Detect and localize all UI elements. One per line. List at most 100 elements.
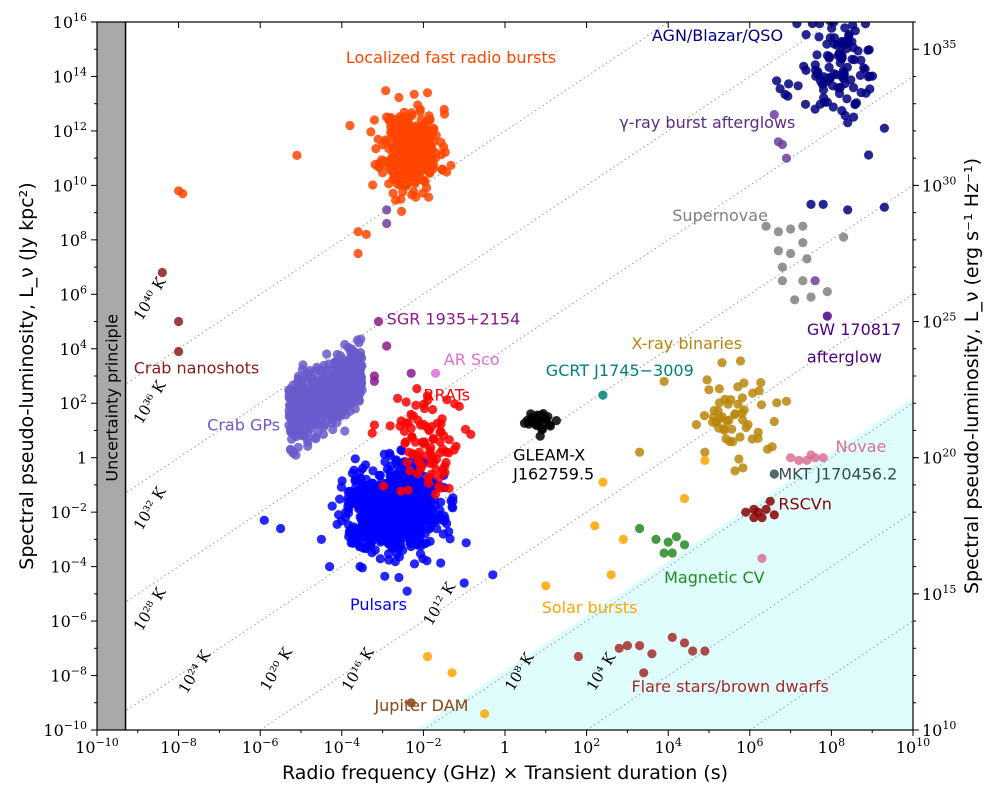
data-point: [735, 432, 745, 442]
data-point: [341, 512, 351, 522]
data-point: [388, 142, 399, 153]
data-point: [708, 412, 719, 422]
data-point: [814, 32, 824, 42]
data-point: [382, 218, 392, 229]
data-point: [317, 369, 327, 379]
data-point: [361, 229, 371, 239]
data-point: [798, 276, 808, 286]
annotation: X-ray binaries: [631, 334, 742, 353]
data-point: [356, 351, 366, 361]
series-flare: [573, 632, 710, 678]
data-point: [313, 404, 323, 414]
data-point: [327, 394, 337, 404]
data-point: [381, 86, 391, 96]
data-point: [421, 451, 431, 461]
data-point: [440, 467, 450, 477]
data-point: [310, 432, 320, 443]
data-point: [734, 454, 744, 464]
data-point: [801, 29, 811, 40]
annotation: RSCVn: [778, 494, 832, 513]
data-point: [413, 100, 423, 110]
series-mkt_pink: [757, 553, 767, 564]
data-point: [305, 424, 315, 434]
data-point: [784, 79, 794, 89]
data-point: [737, 393, 748, 403]
data-point: [407, 521, 417, 531]
data-point: [848, 83, 859, 93]
data-point: [284, 389, 294, 399]
data-point: [400, 500, 410, 510]
data-point: [396, 194, 406, 204]
annotation: Magnetic CV: [664, 568, 765, 587]
data-point: [380, 457, 390, 467]
data-point: [385, 448, 395, 458]
data-point: [798, 221, 808, 231]
data-point: [409, 559, 420, 569]
tick-label: 102: [60, 392, 87, 413]
data-point: [359, 515, 370, 525]
data-point: [419, 118, 430, 129]
tick-label: 1014: [53, 65, 87, 86]
data-point: [859, 63, 869, 73]
tick-label: 10−4: [50, 556, 87, 577]
data-point: [385, 527, 395, 537]
data-point: [289, 398, 300, 408]
data-point: [647, 649, 657, 659]
tick-label: 1015: [922, 583, 956, 604]
data-point: [367, 483, 377, 493]
data-point: [404, 134, 414, 144]
data-point: [435, 510, 445, 521]
data-point: [404, 148, 414, 159]
data-point: [426, 165, 436, 175]
data-point: [671, 532, 682, 542]
data-point: [761, 504, 771, 514]
data-point: [350, 454, 360, 464]
series-magnetic_cv: [635, 523, 690, 558]
data-point: [822, 50, 833, 61]
data-point: [598, 390, 608, 400]
data-point: [738, 463, 748, 473]
data-point: [719, 425, 730, 435]
tick-label: 1012: [53, 120, 87, 141]
data-point: [639, 668, 649, 678]
data-point: [394, 155, 404, 165]
data-point: [406, 423, 416, 433]
data-point: [352, 524, 362, 534]
data-point: [369, 115, 379, 125]
data-point: [335, 494, 345, 504]
data-point: [422, 183, 432, 193]
data-point: [410, 159, 420, 169]
data-point: [259, 515, 269, 525]
data-point: [820, 75, 831, 85]
data-point: [431, 465, 441, 475]
data-point: [316, 534, 326, 545]
data-point: [386, 160, 396, 170]
tick-label: 1020: [922, 447, 956, 468]
data-point: [761, 221, 771, 231]
data-point: [373, 316, 384, 327]
tick-label: 1010: [53, 174, 87, 195]
data-point: [590, 521, 600, 531]
data-point: [622, 641, 633, 651]
data-point: [810, 104, 820, 114]
data-point: [688, 646, 698, 656]
tick-label: 10−6: [242, 736, 279, 757]
data-point: [406, 409, 416, 420]
data-point: [355, 467, 365, 477]
data-point: [679, 493, 690, 504]
data-point: [444, 527, 454, 537]
data-point: [407, 110, 417, 121]
data-point: [437, 164, 447, 174]
data-point: [426, 459, 436, 469]
data-point: [402, 457, 412, 467]
data-point: [439, 109, 450, 119]
data-point: [286, 427, 296, 437]
data-point: [370, 529, 380, 539]
series-agn: [772, 22, 890, 215]
data-point: [879, 123, 890, 133]
data-point: [786, 248, 796, 259]
data-point: [423, 126, 433, 136]
data-point: [663, 537, 673, 547]
tick-label: 10−10: [43, 719, 87, 740]
data-point: [382, 205, 392, 215]
